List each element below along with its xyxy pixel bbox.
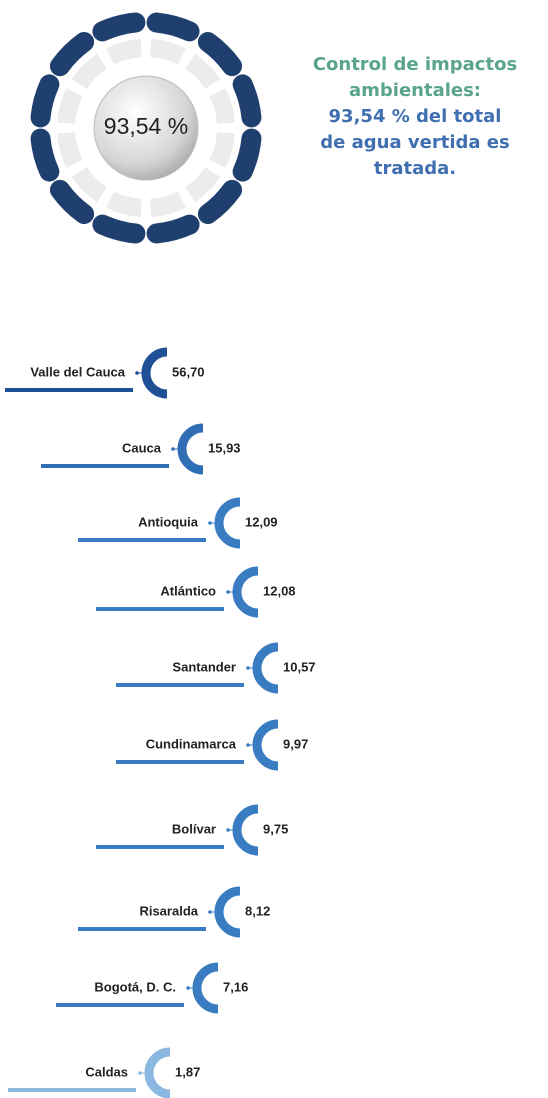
ring-segment <box>184 53 221 90</box>
value-label: 1,87 <box>175 1064 200 1079</box>
ring-mark <box>141 347 168 399</box>
connector-dot <box>138 1071 142 1075</box>
ring-segment <box>232 74 262 128</box>
ring-segment <box>146 12 200 42</box>
ring-segment <box>149 39 186 65</box>
ring-segment <box>209 131 235 168</box>
gauge-label: 93,54 % <box>104 113 188 139</box>
connector-dot <box>135 371 139 375</box>
ring-segment <box>146 214 200 244</box>
ring-segment <box>57 131 83 168</box>
ring-segment <box>49 179 95 225</box>
ring-segment <box>57 88 83 125</box>
title: Control de impactos ambientales: <box>312 54 518 101</box>
category-label: Bolívar <box>172 821 216 836</box>
ring-mark <box>192 962 219 1014</box>
value-label: 7,16 <box>223 979 248 994</box>
category-label: Valle del Cauca <box>30 364 125 379</box>
subtitle: 93,54 % del total de agua vertida es tra… <box>320 106 510 179</box>
ring-segment <box>71 166 108 203</box>
ring-mark <box>177 423 204 475</box>
ring-segment <box>197 179 243 225</box>
ring-mark <box>232 804 259 856</box>
connector-dot <box>208 521 212 525</box>
category-label: Caldas <box>85 1064 128 1079</box>
ring-segment <box>149 191 186 217</box>
ring-segment <box>92 12 146 42</box>
connector-dot <box>226 590 230 594</box>
connector-dot <box>208 910 212 914</box>
ring-segment <box>106 39 143 65</box>
ring-segment <box>209 88 235 125</box>
ring-mark <box>252 642 279 694</box>
ring-segment <box>106 191 143 217</box>
ring-segment <box>92 214 146 244</box>
ring-segment <box>49 31 95 77</box>
connector-dot <box>246 666 250 670</box>
ring-segment <box>71 53 108 90</box>
value-label: 12,09 <box>245 514 278 529</box>
note: Control de impactos ambientales: 93,54 %… <box>290 52 540 182</box>
ring-segment <box>197 31 243 77</box>
connector-dot <box>246 743 250 747</box>
ring-mark <box>214 886 241 938</box>
connector-dot <box>226 828 230 832</box>
ring-segment <box>30 128 60 182</box>
value-label: 9,97 <box>283 736 308 751</box>
value-label: 8,12 <box>245 903 270 918</box>
connector-dot <box>186 986 190 990</box>
gauge-center <box>93 75 199 181</box>
ring-mark <box>214 497 241 549</box>
value-label: 56,70 <box>172 364 205 379</box>
category-label: Santander <box>172 659 236 674</box>
category-label: Cauca <box>122 440 162 455</box>
ring-mark <box>252 719 279 771</box>
connector-dot <box>171 447 175 451</box>
gauge-ring <box>30 12 262 244</box>
value-label: 9,75 <box>263 821 288 836</box>
category-label: Cundinamarca <box>146 736 237 751</box>
ring-segment <box>30 74 60 128</box>
category-label: Antioquia <box>138 514 199 529</box>
category-label: Atlántico <box>160 583 216 598</box>
category-label: Bogotá, D. C. <box>94 979 176 994</box>
ring-mark <box>232 566 259 618</box>
ring-mark <box>144 1047 171 1098</box>
value-label: 12,08 <box>263 583 296 598</box>
value-label: 15,93 <box>208 440 241 455</box>
category-label: Risaralda <box>139 903 198 918</box>
value-label: 10,57 <box>283 659 316 674</box>
ring-segment <box>232 128 262 182</box>
ring-segment <box>184 166 221 203</box>
